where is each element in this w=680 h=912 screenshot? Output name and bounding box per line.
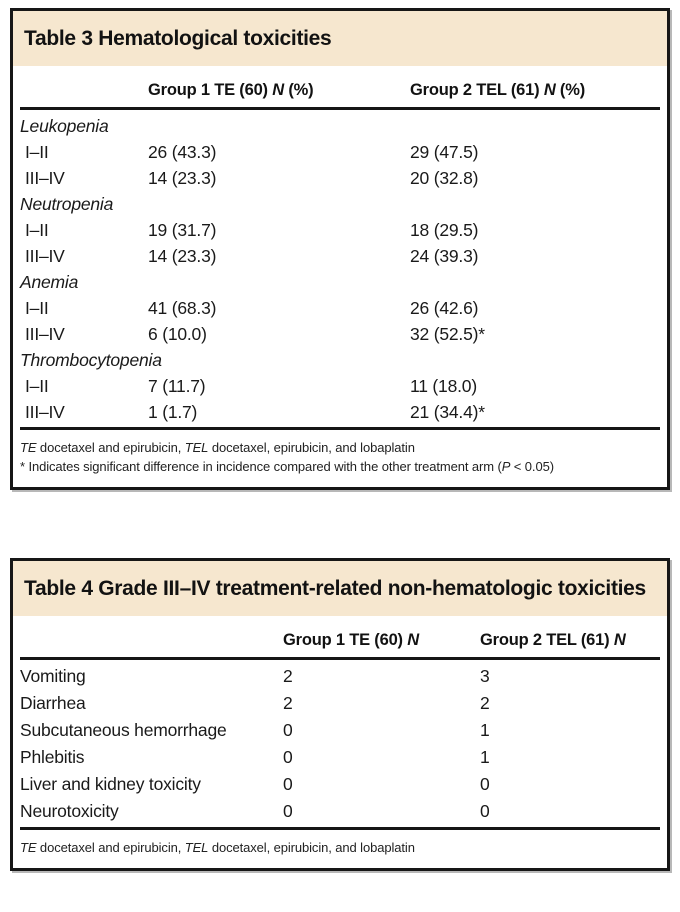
cell-group2: 1 — [480, 720, 490, 740]
row-label: III–IV — [25, 402, 65, 422]
table4-column-header: Group 1 TE (60) N Group 2 TEL (61) N — [20, 616, 660, 660]
row-label: I–II — [25, 376, 49, 396]
table-row: Phlebitis 0 1 — [20, 744, 660, 771]
table3-rows: Leukopenia I–II 26 (43.3) 29 (47.5) III–IV… — [20, 110, 660, 427]
table3-colhead-group1: Group 1 TE (60) N (%) — [148, 81, 314, 99]
row-label: Vomiting — [20, 666, 86, 686]
table-row: Diarrhea 2 2 — [20, 690, 660, 717]
table-row: Subcutaneous hemorrhage 0 1 — [20, 717, 660, 744]
table3-body: Group 1 TE (60) N (%) Group 2 TEL (61) N… — [20, 66, 660, 487]
cell-group1: 14 (23.3) — [148, 246, 217, 266]
table4-colhead-group1: Group 1 TE (60) N — [283, 631, 419, 649]
table-row: I–II 26 (43.3) 29 (47.5) — [20, 139, 660, 165]
table-row: Vomiting 2 3 — [20, 663, 660, 690]
cell-group1: 1 (1.7) — [148, 402, 198, 422]
row-label: Subcutaneous hemorrhage — [20, 720, 227, 740]
cell-group2: 3 — [480, 666, 490, 686]
row-label: I–II — [25, 142, 49, 162]
row-label: Liver and kidney toxicity — [20, 774, 201, 794]
table4-colhead-group2: Group 2 TEL (61) N — [480, 631, 626, 649]
table3-footnotes: TE docetaxel and epirubicin, TEL docetax… — [20, 427, 660, 487]
cell-group2: 2 — [480, 693, 490, 713]
cell-group2: 0 — [480, 774, 490, 794]
row-label: Phlebitis — [20, 747, 85, 767]
table-row: I–II 19 (31.7) 18 (29.5) — [20, 217, 660, 243]
n-symbol: N — [613, 631, 626, 649]
row-label: III–IV — [25, 324, 65, 344]
table4-body: Group 1 TE (60) N Group 2 TEL (61) N Vom… — [20, 616, 660, 868]
row-label: Neutropenia — [20, 194, 114, 214]
table-row-group: Leukopenia — [20, 113, 660, 139]
table-row: III–IV 14 (23.3) 24 (39.3) — [20, 243, 660, 269]
footnote-abbreviations: TE docetaxel and epirubicin, TEL docetax… — [20, 840, 415, 855]
cell-group1: 14 (23.3) — [148, 168, 217, 188]
cell-group1: 26 (43.3) — [148, 142, 217, 162]
row-label: I–II — [25, 220, 49, 240]
table4-title-band: Table 4 Grade III–IV treatment-related n… — [13, 561, 667, 616]
cell-group2: 32 (52.5)* — [410, 324, 485, 344]
cell-group2: 0 — [480, 801, 490, 821]
cell-group1: 7 (11.7) — [148, 376, 206, 396]
cell-group1: 0 — [283, 747, 293, 767]
table4-colhead-spacer — [20, 631, 283, 650]
row-label: Neurotoxicity — [20, 801, 119, 821]
cell-group1: 2 — [283, 666, 293, 686]
table-row: Neurotoxicity 0 0 — [20, 798, 660, 825]
row-label: Thrombocytopenia — [20, 350, 162, 370]
table-row: III–IV 1 (1.7) 21 (34.4)* — [20, 399, 660, 425]
cell-group1: 41 (68.3) — [148, 298, 217, 318]
table-row-group: Neutropenia — [20, 191, 660, 217]
n-symbol: N — [272, 81, 284, 99]
row-label: Diarrhea — [20, 693, 86, 713]
table3-card: Table 3 Hematological toxicities Group 1… — [10, 8, 670, 490]
table3-colhead-group2: Group 2 TEL (61) N (%) — [410, 81, 585, 99]
table-row: I–II 7 (11.7) 11 (18.0) — [20, 373, 660, 399]
table3-column-header: Group 1 TE (60) N (%) Group 2 TEL (61) N… — [20, 66, 660, 110]
cell-group2: 18 (29.5) — [410, 220, 479, 240]
cell-group2: 21 (34.4)* — [410, 402, 485, 422]
cell-group1: 0 — [283, 801, 293, 821]
cell-group1: 6 (10.0) — [148, 324, 207, 344]
table3-colhead-spacer — [20, 81, 148, 100]
row-label: III–IV — [25, 168, 65, 188]
row-label: Anemia — [20, 272, 79, 292]
table-row-group: Thrombocytopenia — [20, 347, 660, 373]
row-label: III–IV — [25, 246, 65, 266]
footnote-significance: * Indicates significant difference in in… — [20, 459, 554, 474]
row-label: Leukopenia — [20, 116, 109, 136]
cell-group2: 26 (42.6) — [410, 298, 479, 318]
table4-title: Table 4 Grade III–IV treatment-related n… — [24, 577, 646, 600]
n-symbol: N — [407, 631, 419, 649]
row-label: I–II — [25, 298, 49, 318]
table4-rows: Vomiting 2 3 Diarrhea 2 2 Subcutaneous hemor… — [20, 660, 660, 827]
cell-group2: 11 (18.0) — [410, 376, 477, 396]
table-row: Liver and kidney toxicity 0 0 — [20, 771, 660, 798]
table3-title: Table 3 Hematological toxicities — [24, 27, 332, 50]
table3-title-band: Table 3 Hematological toxicities — [13, 11, 667, 66]
table-row: III–IV 14 (23.3) 20 (32.8) — [20, 165, 660, 191]
table-row: III–IV 6 (10.0) 32 (52.5)* — [20, 321, 660, 347]
cell-group2: 20 (32.8) — [410, 168, 479, 188]
footnote-abbreviations: TE docetaxel and epirubicin, TEL docetax… — [20, 440, 415, 455]
table-row-group: Anemia — [20, 269, 660, 295]
cell-group1: 19 (31.7) — [148, 220, 217, 240]
table4-footnotes: TE docetaxel and epirubicin, TEL docetax… — [20, 827, 660, 868]
table4-card: Table 4 Grade III–IV treatment-related n… — [10, 558, 670, 871]
table-row: I–II 41 (68.3) 26 (42.6) — [20, 295, 660, 321]
cell-group2: 24 (39.3) — [410, 246, 479, 266]
cell-group1: 2 — [283, 693, 293, 713]
cell-group1: 0 — [283, 720, 293, 740]
n-symbol: N — [543, 81, 556, 99]
cell-group1: 0 — [283, 774, 293, 794]
cell-group2: 1 — [480, 747, 490, 767]
cell-group2: 29 (47.5) — [410, 142, 479, 162]
